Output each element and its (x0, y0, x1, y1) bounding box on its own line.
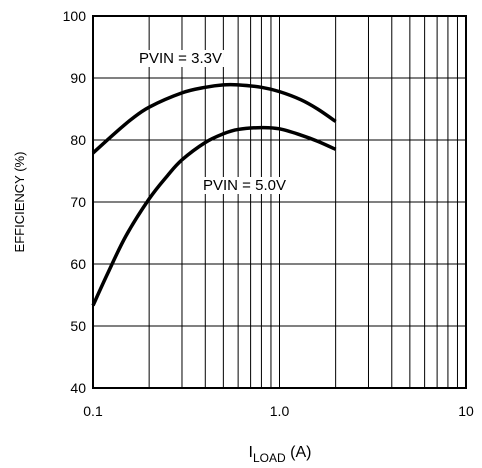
x-axis-title-subscript: LOAD (253, 451, 286, 465)
series-annotation-background (137, 50, 224, 67)
y-tick-label: 60 (70, 256, 86, 272)
y-tick-label: 40 (70, 380, 86, 396)
y-tick-label: 80 (70, 132, 86, 148)
x-tick-label: 0.1 (83, 403, 103, 419)
series-line-2 (91, 125, 337, 307)
series-annotations: PVIN = 3.3V PVIN = 5.0V (137, 50, 288, 194)
y-tick-label: 50 (70, 318, 86, 334)
x-tick-labels: 0.1 1.0 10 (83, 403, 474, 419)
y-tick-label: 100 (63, 8, 87, 24)
y-tick-labels: 40 50 60 70 80 90 100 (63, 8, 87, 396)
y-tick-label: 90 (70, 70, 86, 86)
x-tick-label: 10 (458, 403, 474, 419)
y-tick-label: 70 (70, 194, 86, 210)
x-axis-title: ILOAD (A) (249, 444, 312, 465)
grid-lines (93, 15, 466, 389)
plot-frame (92, 15, 467, 389)
series-annotation-1: PVIN = 3.3V (139, 50, 222, 67)
x-axis-title-main: I (249, 444, 253, 461)
series-annotation-2: PVIN = 5.0V (203, 177, 286, 194)
y-axis-title: EFFICIENCY (%) (12, 152, 27, 253)
x-axis-title-unit: (A) (286, 444, 312, 461)
series-line-1 (91, 82, 337, 155)
series-group (91, 82, 337, 307)
series-annotation-background (201, 177, 288, 194)
x-tick-label: 1.0 (270, 403, 290, 419)
